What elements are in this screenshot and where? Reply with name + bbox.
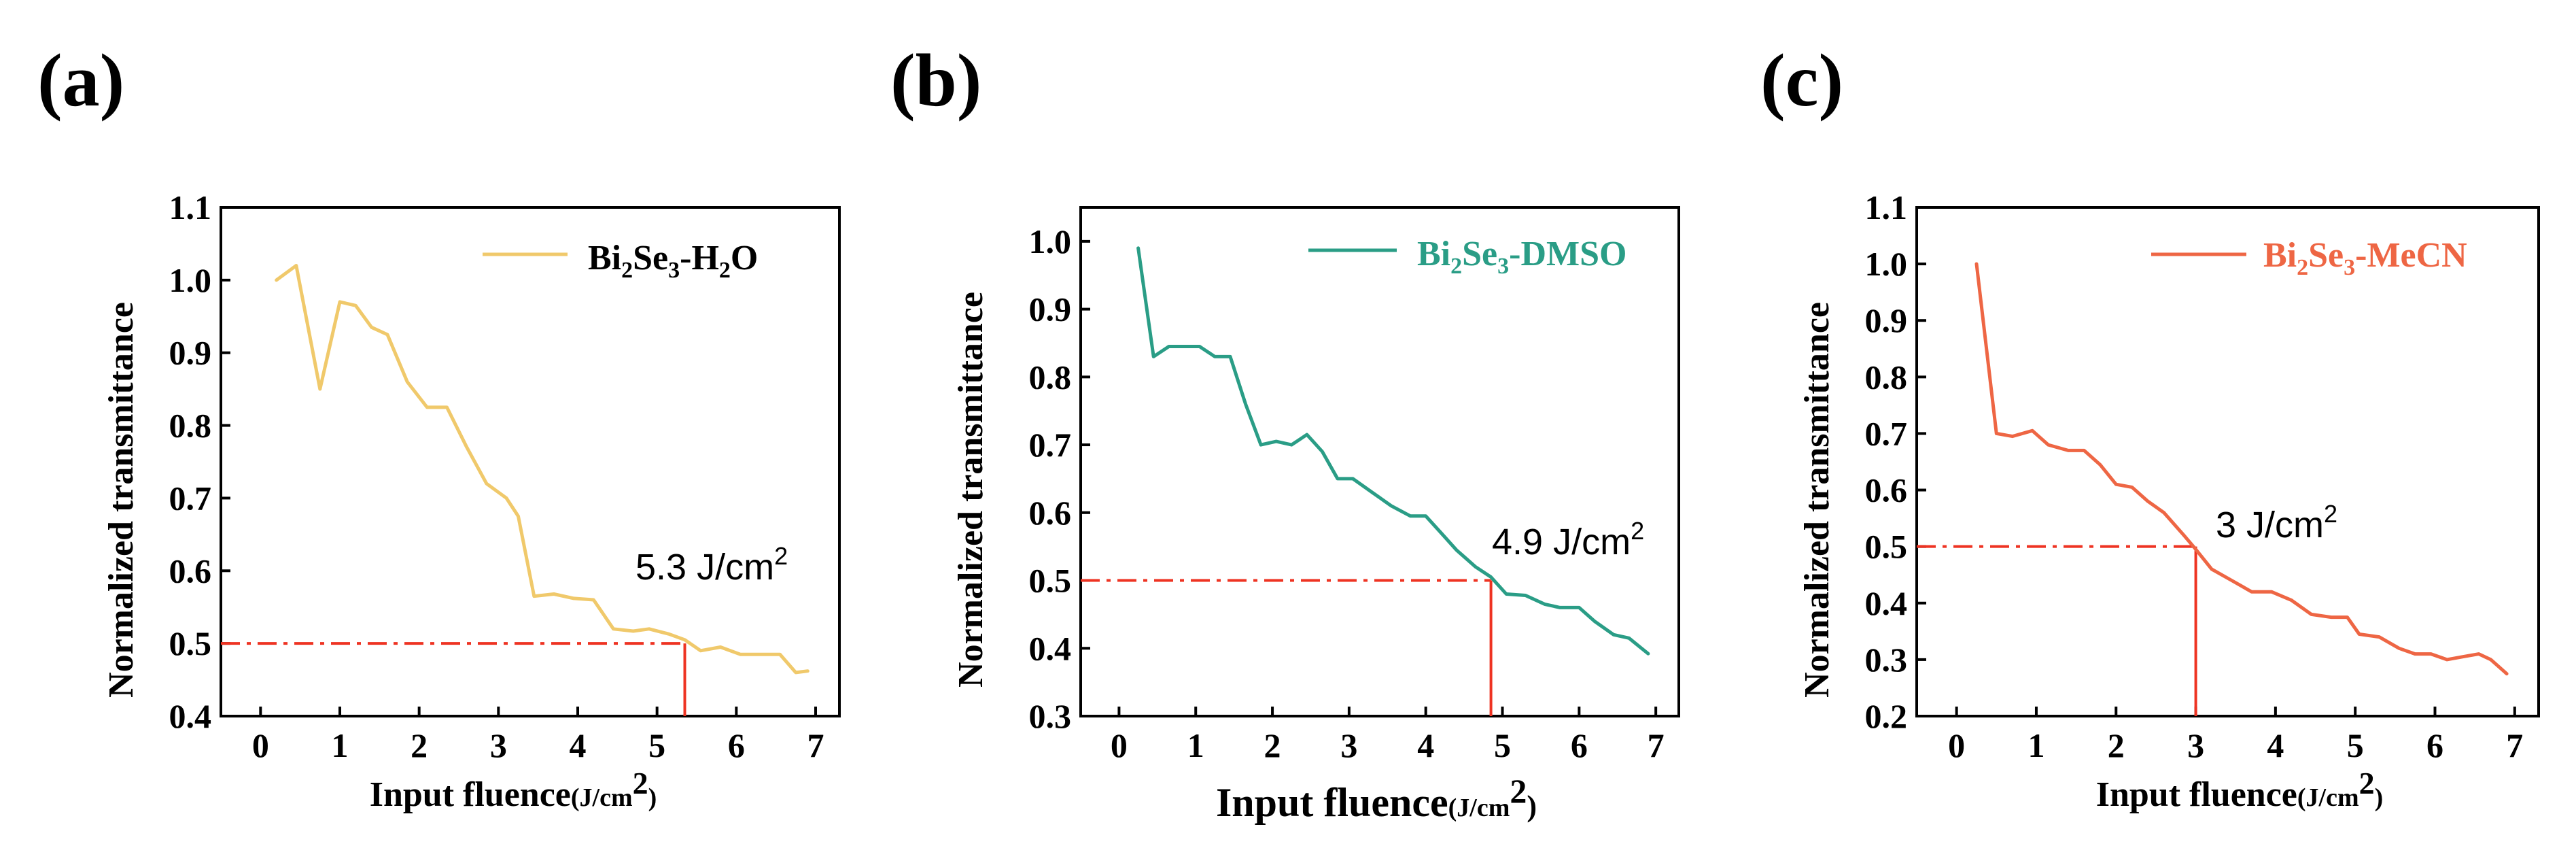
y-tick-label: 0.5	[1029, 562, 1072, 600]
x-tick-label: 1	[1187, 726, 1204, 764]
y-tick-label: 0.3	[1865, 641, 1908, 679]
plot-frame	[1915, 206, 2540, 717]
y-tick-label: 0.7	[1029, 426, 1072, 464]
y-tick-label: 1.1	[1865, 188, 1908, 226]
y-tick-label: 0.7	[1865, 414, 1908, 452]
legend-label: Bi2Se3-MeCN	[2263, 236, 2467, 280]
x-tick-label: 1	[332, 726, 349, 764]
threshold-annotation: 3 J/cm2	[2216, 500, 2337, 545]
y-tick-label: 0.5	[1865, 528, 1908, 566]
legend-label: Bi2Se3-H2O	[588, 239, 758, 283]
y-tick-label: 0.4	[1865, 584, 1908, 622]
panel-label: (b)	[890, 39, 981, 122]
x-tick-label: 6	[2426, 726, 2443, 764]
x-tick-label: 6	[728, 726, 745, 764]
y-tick-label: 0.9	[169, 334, 212, 372]
x-tick-label: 5	[1494, 726, 1511, 764]
data-series-line	[1136, 246, 1650, 656]
y-tick-label: 0.7	[169, 479, 212, 517]
panel-label: (c)	[1760, 39, 1843, 122]
x-tick-label: 3	[490, 726, 507, 764]
data-series-line	[275, 264, 810, 675]
x-tick-label: 2	[411, 726, 428, 764]
y-tick-label: 0.9	[1029, 290, 1072, 328]
threshold-annotation: 4.9 J/cm2	[1492, 517, 1644, 562]
panel-b: (b) Bi2Se3-DMSO 4.9 J/cm2 Input fluence(…	[890, 39, 1680, 825]
data-series-line	[1974, 262, 2509, 676]
y-axis-title: Normalized transmittance	[102, 302, 141, 698]
y-tick-label: 1.1	[169, 188, 212, 226]
x-tick-label: 0	[1111, 726, 1128, 764]
y-axis-title: Normalized transmittance	[952, 292, 990, 688]
x-tick-label: 1	[2027, 726, 2044, 764]
y-tick-label: 0.4	[169, 697, 212, 735]
x-tick-label: 0	[1948, 726, 1965, 764]
y-tick-label: 1.0	[1865, 245, 1908, 283]
x-tick-label: 5	[648, 726, 665, 764]
x-tick-label: 4	[1417, 726, 1434, 764]
x-tick-label: 2	[2108, 726, 2125, 764]
y-tick-label: 0.4	[1029, 629, 1072, 667]
plot-frame	[220, 206, 841, 717]
plot-frame	[1079, 206, 1680, 717]
x-tick-label: 4	[2267, 726, 2284, 764]
y-tick-label: 0.6	[1865, 471, 1908, 509]
x-axis-title: Input fluence(J/cm2)	[2096, 766, 2384, 814]
y-tick-label: 0.6	[1029, 494, 1072, 532]
y-tick-label: 0.6	[169, 552, 212, 590]
panel-a: (a) Bi2Se3-H2O 5.3 J/cm2 Input fluence(J…	[37, 39, 841, 814]
y-tick-label: 0.8	[1865, 358, 1908, 396]
x-axis-title: Input fluence(J/cm2)	[1216, 772, 1537, 825]
y-axis-title: Normalized transmittance	[1798, 302, 1837, 698]
y-tick-label: 1.0	[169, 261, 212, 299]
x-tick-label: 7	[1648, 726, 1665, 764]
x-axis-title: Input fluence(J/cm2)	[370, 766, 657, 814]
x-tick-label: 5	[2347, 726, 2364, 764]
y-tick-label: 0.9	[1865, 301, 1908, 339]
y-tick-label: 0.5	[169, 624, 212, 662]
x-tick-label: 3	[2187, 726, 2204, 764]
y-tick-label: 0.2	[1865, 697, 1908, 735]
y-tick-label: 1.0	[1029, 222, 1072, 260]
legend-label: Bi2Se3-DMSO	[1417, 235, 1626, 279]
y-tick-label: 0.3	[1029, 697, 1072, 735]
x-tick-label: 3	[1340, 726, 1357, 764]
panel-label: (a)	[37, 39, 124, 122]
x-tick-label: 0	[252, 726, 269, 764]
x-tick-label: 2	[1264, 726, 1281, 764]
threshold-annotation: 5.3 J/cm2	[636, 542, 788, 588]
x-tick-label: 7	[807, 726, 824, 764]
x-tick-label: 4	[570, 726, 587, 764]
y-tick-label: 0.8	[1029, 358, 1072, 396]
panel-c: (c) Bi2Se3-MeCN 3 J/cm2 Input fluence(J/…	[1760, 39, 2540, 814]
y-tick-label: 0.8	[169, 407, 212, 445]
x-tick-label: 6	[1571, 726, 1588, 764]
x-tick-label: 7	[2506, 726, 2523, 764]
